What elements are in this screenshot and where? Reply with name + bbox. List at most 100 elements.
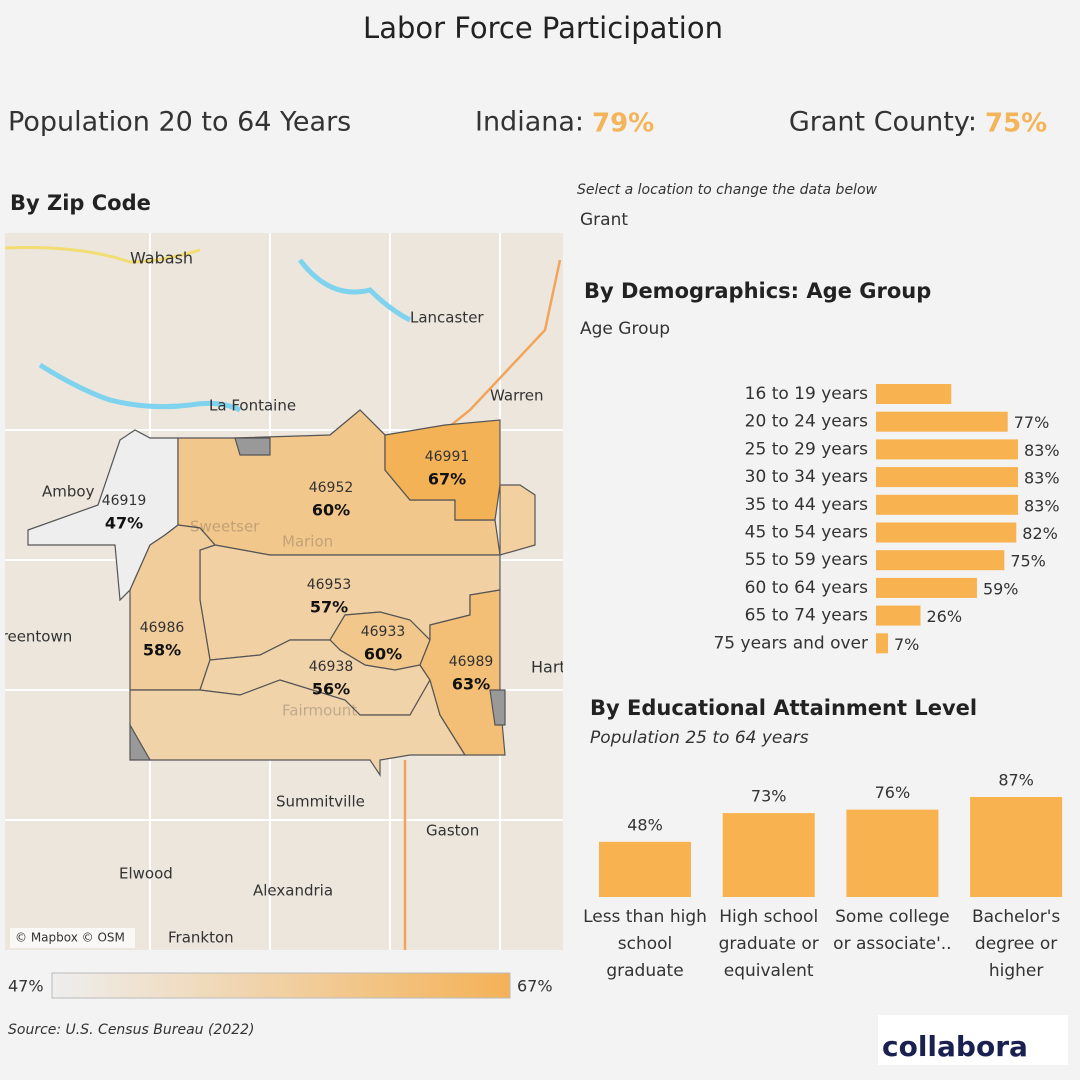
value-label: 83% — [1024, 441, 1060, 460]
page-title: Labor Force Participation — [363, 11, 723, 45]
place: Gaston — [426, 822, 479, 840]
subtitle: Population 20 to 64 Years — [8, 107, 351, 138]
category-label: 75 years and over — [713, 633, 868, 653]
state-value: 79% — [592, 109, 654, 139]
place: Lancaster — [410, 309, 484, 327]
bar — [876, 633, 888, 654]
chart-subtitle: Age Group — [580, 319, 670, 339]
value-label: 83% — [1024, 469, 1060, 488]
place: Amboy — [42, 483, 95, 501]
bar — [876, 439, 1018, 460]
zip-value: 63% — [452, 675, 490, 694]
bar — [970, 797, 1063, 897]
legend-max: 67% — [517, 977, 553, 996]
zip-areas — [27, 409, 536, 777]
value-label: 7% — [894, 635, 919, 654]
chart-title: By Demographics: Age Group — [584, 279, 931, 303]
category-label: 30 to 34 years — [745, 467, 868, 487]
value-label: 75% — [1010, 552, 1046, 571]
category-label: 45 to 54 years — [745, 523, 868, 543]
zip-value: 58% — [143, 641, 181, 660]
zip-value: 57% — [310, 598, 348, 617]
place-labels: Wabash Lancaster Warren La Fontaine Ambo… — [0, 249, 634, 947]
zip-code: 46953 — [307, 577, 352, 593]
value-label: 77% — [1014, 413, 1050, 432]
source: Source: U.S. Census Bureau (2022) — [8, 1022, 255, 1038]
zip-code: 46991 — [425, 449, 470, 465]
zip-code: 46938 — [309, 659, 354, 675]
category-label: 35 to 44 years — [745, 495, 868, 515]
zip-code: 46933 — [361, 624, 406, 640]
zip-value: 47% — [105, 514, 143, 533]
place: Warren — [490, 387, 544, 405]
category-label: 20 to 24 years — [745, 412, 868, 432]
place: Frankton — [168, 929, 234, 947]
zip-code: 46919 — [102, 493, 147, 509]
bar — [876, 605, 921, 626]
zip-code: 46989 — [449, 654, 494, 670]
bar — [846, 809, 939, 897]
chart-subtitle: Population 25 to 64 years — [590, 728, 809, 748]
zip-area[interactable] — [419, 589, 506, 756]
place: La Fontaine — [209, 397, 296, 415]
place: Wabash — [130, 249, 193, 268]
zip-value: 60% — [312, 501, 350, 520]
interstate — [403, 259, 562, 950]
place: Sweetser — [190, 518, 260, 536]
bar — [876, 522, 1017, 543]
zip-fragment — [499, 484, 536, 556]
zip-code: 46952 — [309, 480, 354, 496]
bar — [876, 550, 1005, 571]
value-label: 48% — [627, 815, 663, 834]
attribution-box — [10, 928, 135, 948]
selector[interactable]: Grant — [580, 210, 628, 230]
legend-min: 47% — [8, 977, 44, 996]
place: Elwood — [119, 865, 173, 883]
zip-value: 60% — [364, 645, 402, 664]
value-label: 73% — [751, 787, 787, 806]
map-title: By Zip Code — [10, 191, 151, 215]
map[interactable]: Wabash Lancaster Warren La Fontaine Ambo… — [0, 233, 634, 950]
value-label: 26% — [926, 607, 962, 626]
category-label: High school graduate or equivalent — [718, 907, 819, 981]
category-label: 55 to 59 years — [745, 550, 868, 570]
category-label: Some college or associate'.. — [833, 907, 952, 954]
category-label: 65 to 74 years — [745, 606, 868, 626]
bar — [876, 411, 1008, 432]
bar — [876, 494, 1018, 515]
state-label: Indiana: — [475, 107, 584, 138]
attribution: © Mapbox © OSM — [15, 931, 125, 945]
logo: collabora — [882, 1030, 1028, 1063]
zip-value: 67% — [428, 470, 466, 489]
county-value: 75% — [985, 109, 1047, 139]
value-label: 82% — [1022, 524, 1058, 543]
category-label: Bachelor's degree or higher — [971, 907, 1061, 981]
place: Fairmount — [282, 702, 357, 720]
bar — [876, 467, 1018, 488]
value-label: 87% — [998, 771, 1034, 790]
chart-title: By Educational Attainment Level — [590, 696, 977, 720]
value-label: 76% — [875, 783, 911, 802]
river — [38, 258, 412, 413]
bar — [876, 577, 977, 598]
no-data-area — [489, 689, 506, 726]
logo-box — [878, 1015, 1068, 1065]
category-label: Less than high school graduate — [583, 907, 707, 981]
selector-prompt: Select a location to change the data bel… — [577, 182, 878, 198]
bar — [722, 813, 815, 897]
place: Summitville — [276, 793, 365, 811]
place: Alexandria — [253, 882, 333, 900]
category-label: 60 to 64 years — [745, 578, 868, 598]
zip-labels: 46919 47% 46952 60% 46991 67% 46953 57% … — [102, 449, 494, 699]
bar — [876, 384, 952, 404]
value-label: 59% — [983, 579, 1019, 598]
bar — [599, 841, 691, 897]
place: Hartford City — [531, 658, 634, 677]
legend-scale — [51, 972, 511, 999]
place: Greentown — [0, 628, 72, 646]
place: Marion — [282, 533, 333, 551]
zip-area[interactable] — [384, 419, 501, 521]
category-label: 16 to 19 years — [745, 384, 868, 404]
